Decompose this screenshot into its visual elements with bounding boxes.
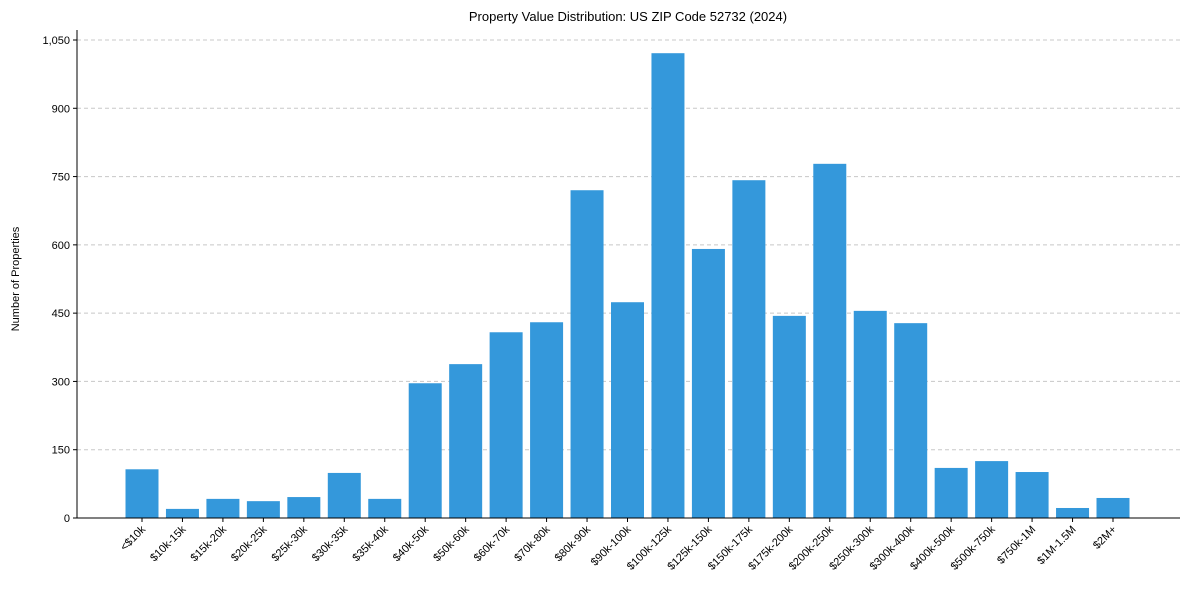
bar [530, 322, 564, 518]
bar [165, 508, 199, 518]
x-tick-label: $35k-40k [350, 523, 391, 564]
y-tick-label: 0 [64, 513, 70, 525]
x-tick-label: $2M+ [1091, 524, 1119, 552]
y-tick-label: 750 [52, 172, 70, 184]
bar [853, 310, 887, 518]
chart-title: Property Value Distribution: US ZIP Code… [469, 9, 787, 24]
bar [570, 190, 604, 518]
x-tick-label: $750k-1M [995, 524, 1038, 567]
x-tick-label: $80k-90k [553, 523, 594, 564]
y-tick-label: 450 [52, 308, 70, 320]
bar [287, 497, 321, 518]
y-tick-label: 1,050 [42, 35, 70, 47]
x-tick-label: $30k-35k [310, 523, 351, 564]
bar [772, 315, 806, 518]
y-tick-label: 600 [52, 240, 70, 252]
bar [408, 383, 442, 518]
bar [489, 332, 523, 518]
x-tick-label: $20k-25k [229, 523, 270, 564]
y-tick-label: 150 [52, 445, 70, 457]
x-tick-label: $10k-15k [148, 523, 189, 564]
bar [732, 180, 766, 519]
x-tick-label: $25k-30k [269, 523, 310, 564]
gridlines [77, 39, 1180, 451]
bar [611, 302, 644, 518]
bar [691, 248, 725, 518]
y-tick-label: 900 [52, 103, 70, 115]
x-tick-label: $60k-70k [472, 523, 513, 564]
bar [975, 461, 1009, 518]
x-tick-label: $500k-750k [949, 523, 998, 572]
bar [449, 364, 483, 518]
bar [1015, 472, 1049, 518]
bars [125, 53, 1130, 519]
x-tick-label: $15k-20k [189, 523, 230, 564]
x-tick-label: $70k-80k [512, 523, 553, 564]
bar [894, 323, 928, 518]
bar [246, 501, 280, 518]
y-axis-ticks: 0 150 300 450 600 750 900 1,050 [42, 35, 77, 525]
x-tick-label: $40k-50k [391, 523, 432, 564]
x-tick-label: $50k-60k [431, 523, 472, 564]
bar [1096, 497, 1130, 518]
x-tick-label: $1M-1.5M [1035, 524, 1079, 568]
bar [934, 467, 968, 518]
bar [1056, 507, 1090, 518]
y-axis-label: Number of Properties [10, 226, 22, 331]
bar [813, 163, 847, 518]
bar [327, 472, 361, 518]
bar [125, 469, 159, 518]
bar [651, 53, 685, 518]
bar [368, 498, 402, 518]
x-axis-ticks: <$10k $10k-15k $15k-20k $20k-25k $25k-30k $30… [118, 518, 1119, 573]
bar [206, 498, 240, 518]
y-tick-label: 300 [52, 376, 70, 388]
x-tick-label: <$10k [118, 523, 148, 553]
